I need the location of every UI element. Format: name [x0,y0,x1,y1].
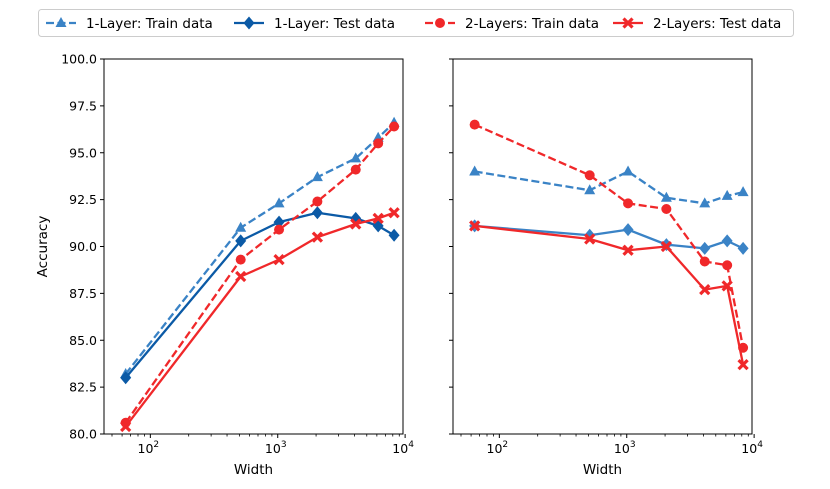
diamond-marker [120,371,132,385]
series-line [124,211,395,379]
legend-label: 1-Layer: Test data [274,16,395,32]
y-tick-label: 87.5 [69,286,97,301]
legend-box [38,9,794,37]
series-1-layer-train-data [469,165,749,208]
x-marker [622,244,634,256]
series-2-layers-test-data [469,220,749,371]
triangle-marker [699,197,711,208]
legend-entry: 2-Layers: Train data [425,16,599,32]
x-marker [273,253,285,266]
circle-marker [584,170,595,181]
legend: 1-Layer: Train data 1-Layer: Test data 2-L… [38,9,794,37]
circle-marker [373,138,384,149]
legend-label: 2-Layers: Test data [653,16,781,32]
x-marker [721,280,733,292]
x-marker [469,220,481,232]
legend-label: 1-Layer: Train data [86,16,213,32]
x-marker [235,270,247,283]
diamond-marker [721,234,733,248]
y-tick-label: 100.0 [61,52,97,67]
axes-frame [103,58,404,435]
left-panel: 80.0 82.5 85.0 87.5 90.0 92.5 95.0 97.5 100.0 102… [35,52,414,479]
x-marker [660,240,673,253]
diamond-marker [388,228,400,242]
diamond-marker [273,215,285,229]
x-axis-label: Width [234,462,273,478]
circle-marker [722,260,733,271]
series-2-layers-train-data [469,119,749,353]
series-2-layers-train-data [120,121,400,428]
x-tick-label: 104 [392,440,414,456]
triangle-marker [721,189,733,200]
circle-marker [623,198,634,209]
diamond-marker [699,241,711,255]
y-tick-label: 85.0 [69,333,97,348]
x-tick-label: 102 [487,440,509,456]
x-tick-label: 102 [138,440,160,456]
triangle-marker [469,165,481,176]
x-marker [388,207,400,219]
series-2-layers-test-data [120,207,400,433]
diamond-marker [737,241,749,255]
triangle-marker [660,191,672,202]
diamond-marker [622,223,634,237]
x-axis-label: Width [583,462,622,478]
circle-marker [435,18,445,28]
circle-marker [661,204,672,214]
series-1-layer-test-data [120,206,400,385]
diamond-marker [235,234,247,248]
x-marker [584,233,596,245]
circle-marker [312,196,323,207]
x-marker [372,212,384,225]
circle-marker [469,119,480,130]
x-tick-label: 103 [265,440,287,456]
legend-label: 2-Layers: Train data [465,16,599,32]
x-tick-label: 104 [741,440,763,456]
triangle-marker [584,184,596,195]
circle-marker [235,254,246,265]
x-tick-label: 103 [614,440,636,456]
x-marker [699,283,711,296]
right-panel: 102 103 104 Width [449,58,763,478]
triangle-marker [273,197,285,208]
circle-marker [389,121,400,132]
series-line [474,170,744,205]
y-tick-label: 95.0 [69,145,97,160]
series-1-layer-train-data [120,116,400,378]
y-axis-label: Accuracy [35,216,51,278]
y-tick-label: 97.5 [69,98,97,113]
x-marker [737,358,749,371]
diamond-marker [243,16,255,30]
series-line [474,123,745,348]
x-marker [350,218,362,230]
triangle-marker [350,152,362,163]
y-tick-label: 90.0 [69,239,97,254]
circle-marker [274,224,285,235]
y-tick-label: 80.0 [69,427,97,442]
triangle-marker [311,171,323,182]
triangle-marker [55,17,67,27]
x-marker [120,420,132,433]
x-marker [622,17,634,29]
circle-marker [350,164,361,175]
y-tick-label: 82.5 [69,380,97,395]
triangle-marker [622,165,634,176]
diamond-marker [311,206,323,220]
triangle-marker [737,186,749,197]
circle-marker [699,256,710,267]
triangle-marker [235,221,247,232]
series-1-layer-test-data [469,219,749,255]
legend-entry: 1-Layer: Test data [234,16,395,32]
legend-entry: 2-Layers: Test data [613,16,781,32]
legend-entry: 1-Layer: Train data [46,16,213,32]
x-marker [311,231,324,243]
y-tick-label: 92.5 [69,192,97,207]
